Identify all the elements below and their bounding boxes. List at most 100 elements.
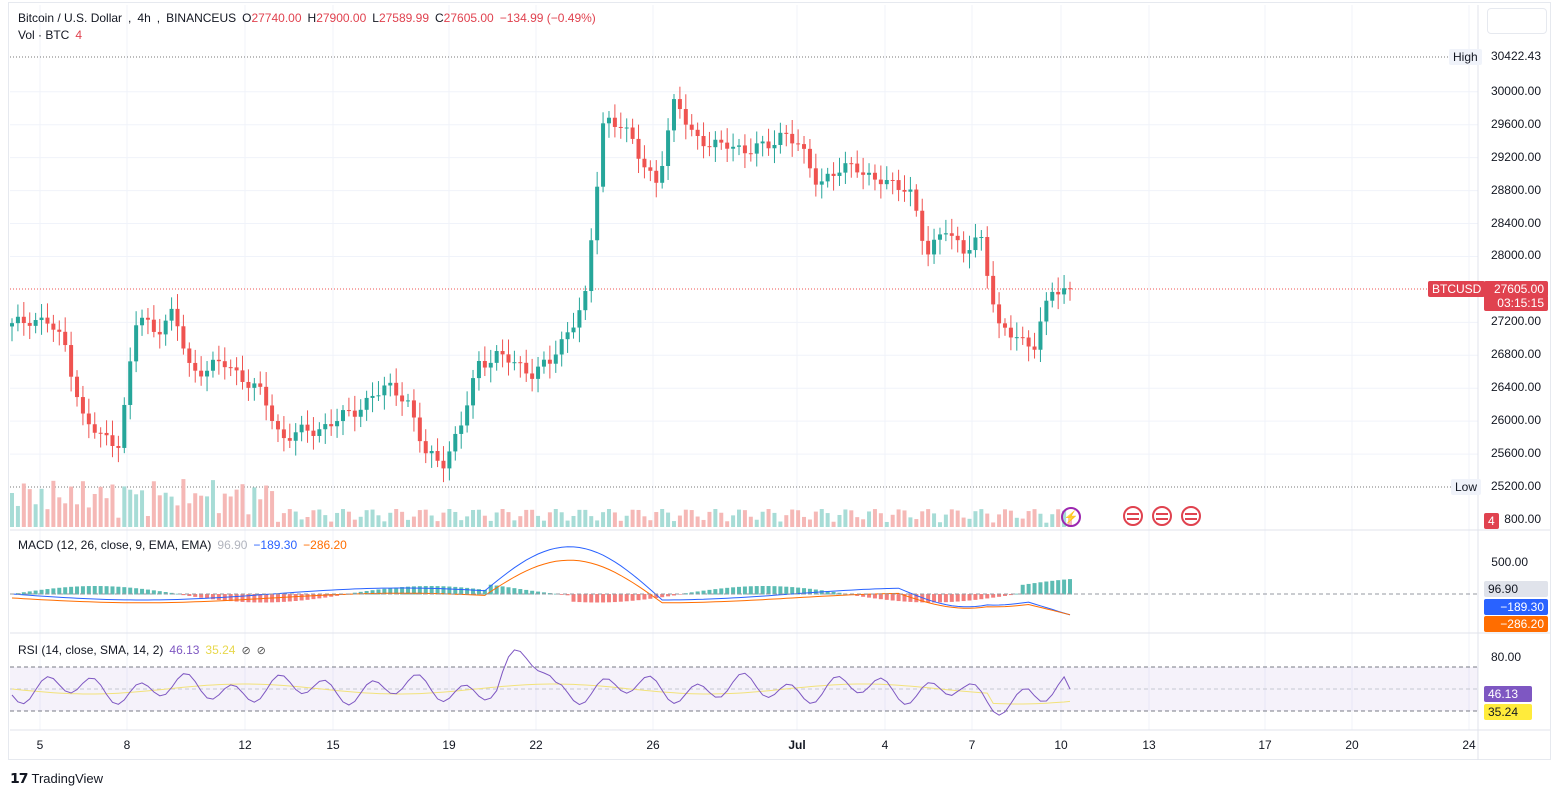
candle-body bbox=[270, 405, 275, 421]
volume-bar bbox=[524, 509, 529, 527]
candle-body bbox=[914, 189, 919, 211]
us-flag-icon-2[interactable] bbox=[1152, 506, 1172, 526]
eye-off-icon[interactable]: ⊘ bbox=[241, 644, 251, 657]
candle-body bbox=[358, 409, 363, 417]
candle-body bbox=[518, 362, 523, 364]
price-tick-label: 30000.00 bbox=[1490, 83, 1541, 98]
candle-body bbox=[482, 360, 487, 368]
volume-bar bbox=[435, 521, 440, 527]
candle-body bbox=[506, 354, 511, 363]
macd-hist-bar bbox=[122, 587, 127, 595]
volume-bar bbox=[281, 513, 286, 527]
candle-body bbox=[104, 432, 109, 436]
macd-axis-label: 500.00 bbox=[1491, 555, 1528, 569]
symbol-name[interactable]: Bitcoin / U.S. Dollar bbox=[18, 11, 123, 25]
macd-hist-bar bbox=[867, 594, 872, 598]
chart-frame bbox=[8, 2, 1551, 760]
volume-bar bbox=[423, 509, 428, 527]
macd-hist-bar bbox=[187, 594, 192, 597]
candle-body bbox=[57, 329, 62, 332]
volume-bar bbox=[725, 521, 730, 527]
volume-bar bbox=[299, 519, 304, 527]
volume-bar bbox=[417, 510, 422, 527]
candle-body bbox=[701, 136, 706, 147]
candle-body bbox=[926, 240, 931, 255]
macd-hist-bar bbox=[707, 589, 712, 595]
price-tick-label: 26400.00 bbox=[1490, 380, 1541, 395]
volume-bar bbox=[305, 517, 310, 527]
volume-bar bbox=[589, 516, 594, 527]
volume-bar bbox=[577, 509, 582, 527]
volume-bar bbox=[252, 487, 257, 527]
candle-body bbox=[151, 319, 156, 332]
candle-body bbox=[991, 275, 996, 305]
candle-body bbox=[707, 146, 712, 148]
volume-label[interactable]: Vol · BTC bbox=[18, 28, 70, 42]
volume-bar bbox=[541, 520, 546, 527]
macd-hist-bar bbox=[39, 589, 44, 595]
volume-bar bbox=[1008, 510, 1013, 527]
candle-body bbox=[33, 320, 38, 326]
volume-bar bbox=[896, 509, 901, 527]
candle-body bbox=[530, 373, 535, 379]
candle-body bbox=[305, 424, 310, 431]
volume-bar bbox=[955, 510, 960, 527]
macd-hist-bar bbox=[400, 587, 405, 595]
us-flag-icon-3[interactable] bbox=[1181, 506, 1201, 526]
dividend-event-icon[interactable]: ⚡ bbox=[1061, 507, 1081, 527]
macd-hist-bar bbox=[725, 587, 730, 595]
volume-bar bbox=[719, 512, 724, 527]
candle-body bbox=[1020, 337, 1025, 339]
price-tick-label: 28000.00 bbox=[1490, 248, 1541, 263]
candle-body bbox=[536, 366, 541, 379]
macd-hist-bar bbox=[536, 591, 541, 595]
price-tick-label: 25600.00 bbox=[1490, 446, 1541, 461]
macd-hist-bar bbox=[128, 587, 133, 595]
candle-body bbox=[796, 143, 801, 145]
volume-bar bbox=[553, 509, 558, 527]
volume-bar bbox=[447, 509, 452, 527]
volume-bar bbox=[128, 489, 133, 527]
macd-hist-bar bbox=[394, 587, 399, 595]
macd-hist-bar bbox=[796, 587, 801, 595]
candle-body bbox=[1068, 288, 1072, 290]
candle-body bbox=[754, 143, 759, 154]
volume-bar bbox=[39, 488, 44, 527]
candle-body bbox=[394, 382, 399, 396]
volume-bar bbox=[1050, 514, 1055, 527]
macd-hist-bar bbox=[423, 586, 428, 595]
volume-bar bbox=[979, 509, 984, 527]
volume-bar bbox=[453, 511, 458, 527]
candle-body bbox=[128, 361, 133, 405]
eye-off-icon-2[interactable]: ⊘ bbox=[256, 644, 266, 657]
volume-bar bbox=[760, 511, 765, 527]
volume-bar bbox=[914, 519, 919, 527]
candle-body bbox=[689, 124, 694, 130]
open-value: 27740.00 bbox=[251, 11, 302, 25]
time-tick-label: 20 bbox=[1345, 738, 1359, 752]
macd-signal-line bbox=[11, 559, 1071, 616]
candle-body bbox=[441, 460, 446, 469]
candle-body bbox=[683, 109, 688, 125]
macd-label[interactable]: MACD (12, 26, close, 9, EMA, EMA) bbox=[18, 538, 212, 552]
volume-bar bbox=[199, 495, 204, 527]
rsi-label[interactable]: RSI (14, close, SMA, 14, 2) bbox=[18, 643, 164, 657]
volume-bar bbox=[636, 509, 641, 527]
volume-bar bbox=[340, 509, 345, 527]
macd-hist-bar bbox=[21, 592, 26, 595]
macd-hist-bar bbox=[896, 594, 901, 602]
macd-hist-bar bbox=[760, 586, 765, 595]
us-flag-icon-1[interactable] bbox=[1123, 506, 1143, 526]
volume-bar bbox=[660, 509, 665, 527]
settings-box[interactable] bbox=[1487, 8, 1547, 34]
volume-bar bbox=[890, 514, 895, 527]
candle-body bbox=[725, 142, 730, 149]
volume-bar bbox=[571, 515, 576, 527]
tradingview-logo[interactable]: 𝟭𝟳 TradingView bbox=[10, 770, 103, 787]
volume-value: 4 bbox=[75, 28, 83, 42]
volume-bar bbox=[766, 509, 771, 527]
volume-bar bbox=[671, 521, 676, 527]
volume-bar bbox=[926, 509, 931, 527]
macd-hist-bar bbox=[671, 594, 676, 596]
